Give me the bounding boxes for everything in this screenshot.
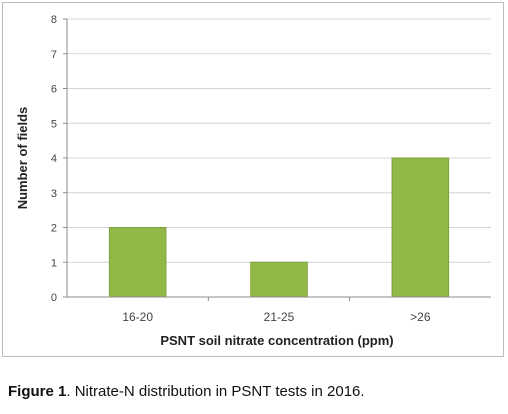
y-tick-label: 1 xyxy=(51,257,57,269)
x-tick-label: >26 xyxy=(410,310,431,324)
y-tick-label: 2 xyxy=(51,223,57,235)
bar-1 xyxy=(108,227,167,298)
bar-2 xyxy=(250,261,308,298)
bars xyxy=(108,157,450,298)
chart-frame: 0 1 2 3 4 5 6 7 8 16-20 21-25 >26 Number of fields… xyxy=(2,2,504,357)
axes xyxy=(63,18,491,301)
y-tick-label: 3 xyxy=(51,188,57,200)
y-tick-label: 6 xyxy=(51,84,57,96)
figure-label: Figure 1 xyxy=(8,383,67,400)
y-tick-label: 7 xyxy=(51,49,57,61)
x-axis-label: PSNT soil nitrate concentration (ppm) xyxy=(160,333,393,348)
x-tick-label: 21-25 xyxy=(264,310,295,324)
y-tick-label: 4 xyxy=(51,153,57,165)
y-tick-labels: 0 1 2 3 4 5 6 7 8 xyxy=(51,14,57,304)
y-tick-label: 0 xyxy=(51,292,57,304)
figure-caption-text: . Nitrate-N distribution in PSNT tests i… xyxy=(66,383,365,400)
bar-chart: 0 1 2 3 4 5 6 7 8 16-20 21-25 >26 Number of fields… xyxy=(15,14,491,348)
figure-caption: Figure 1. Nitrate-N distribution in PSNT… xyxy=(8,383,365,400)
x-tick-label: 16-20 xyxy=(122,310,153,324)
y-axis-label: Number of fields xyxy=(15,107,30,210)
y-tick-label: 8 xyxy=(51,14,57,26)
y-tick-label: 5 xyxy=(51,118,57,130)
bar-3 xyxy=(391,157,450,298)
x-tick-labels: 16-20 21-25 >26 xyxy=(122,310,431,324)
